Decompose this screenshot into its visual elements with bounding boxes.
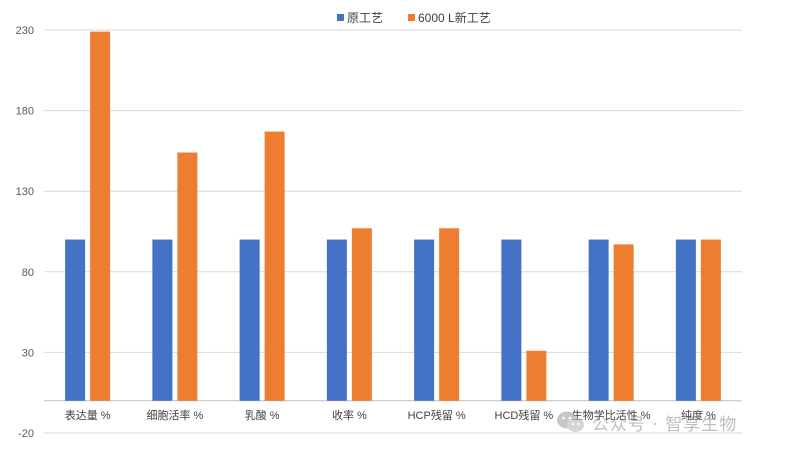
y-tick-label: 130 — [16, 186, 34, 198]
bar-original-6 — [588, 239, 609, 401]
bar-new-0 — [90, 31, 111, 401]
watermark-text: 公众号 · 智享生物 — [592, 414, 738, 435]
bar-original-5 — [501, 239, 522, 401]
bar-new-4 — [439, 228, 460, 401]
legend-label: 6000 L新工艺 — [418, 10, 491, 25]
y-tick-label: 180 — [16, 106, 34, 118]
wechat-icon — [557, 411, 584, 432]
x-category-label: 细胞活率 % — [146, 408, 203, 422]
bar-new-3 — [351, 228, 372, 401]
x-axis-labels: 表达量 % 细胞活率 % 乳酸 % 收率 % HCP残留 % HCD残留 % 生物学比活性 … — [65, 408, 716, 422]
bar-new-1 — [177, 152, 198, 401]
bar-original-0 — [65, 239, 86, 401]
bars — [65, 31, 721, 401]
bar-original-1 — [152, 239, 173, 401]
legend-swatch — [408, 14, 415, 21]
legend-swatch — [337, 14, 344, 21]
x-category-label: HCP残留 % — [408, 408, 466, 422]
bar-original-3 — [326, 239, 347, 401]
bar-new-6 — [613, 244, 634, 401]
bar-new-7 — [700, 239, 721, 401]
bar-original-4 — [414, 239, 435, 401]
y-axis-ticks: -20 30 80 130 180 230 — [16, 25, 34, 440]
bar-new-5 — [526, 350, 547, 401]
legend-label: 原工艺 — [347, 11, 383, 25]
legend: 原工艺 6000 L新工艺 — [337, 10, 491, 25]
y-tick-label: 30 — [22, 347, 34, 359]
x-category-label: HCD残留 % — [495, 408, 554, 422]
x-category-label: 生物学比活性 % — [572, 408, 651, 422]
y-tick-label: 80 — [22, 267, 34, 279]
y-tick-label: -20 — [18, 428, 34, 440]
x-category-label: 收率 % — [332, 408, 367, 422]
bar-original-7 — [675, 239, 696, 401]
x-category-label: 表达量 % — [65, 408, 111, 422]
y-tick-label: 230 — [16, 25, 34, 37]
bar-new-2 — [264, 131, 285, 401]
grid-lines — [44, 29, 742, 434]
bar-original-2 — [239, 239, 260, 401]
x-category-label: 纯度 % — [681, 408, 716, 422]
x-category-label: 乳酸 % — [245, 408, 280, 422]
watermark: 公众号 · 智享生物 — [556, 408, 737, 436]
